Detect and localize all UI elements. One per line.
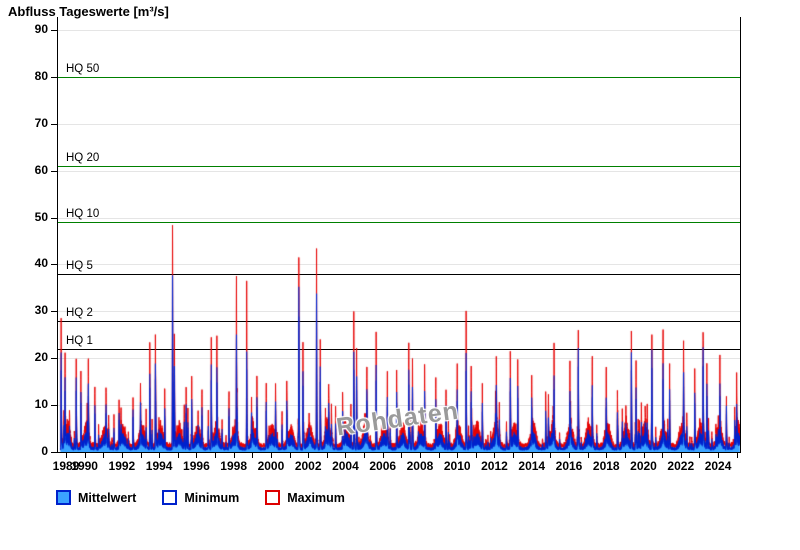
y-tick-label: 0 — [41, 444, 48, 458]
x-tick — [476, 453, 477, 458]
y-tick-label: 10 — [34, 397, 48, 412]
x-tick — [606, 453, 607, 458]
x-tick-label: 2004 — [332, 459, 359, 473]
x-tick — [234, 453, 235, 458]
x-tick — [420, 453, 421, 458]
y-tick — [51, 217, 57, 219]
mittelwert-swatch — [56, 490, 71, 505]
x-tick — [308, 453, 309, 458]
legend-label-mittelwert: Mittelwert — [78, 490, 137, 505]
x-tick-label: 2000 — [257, 459, 285, 473]
x-tick — [737, 453, 738, 458]
x-tick-label: 2014 — [518, 459, 546, 473]
x-tick — [103, 453, 104, 458]
x-tick-label: 2018 — [592, 459, 620, 473]
x-tick-label: 2012 — [481, 459, 508, 473]
legend-label-minimum: Minimum — [184, 490, 240, 505]
y-tick-label: 60 — [34, 162, 48, 177]
y-tick-label: 20 — [34, 350, 48, 365]
x-tick — [718, 453, 719, 458]
x-tick-label: 2008 — [406, 459, 434, 473]
x-tick — [215, 453, 216, 458]
x-tick — [588, 453, 589, 458]
x-tick — [532, 453, 533, 458]
y-tick-label: 50 — [34, 209, 48, 224]
x-tick — [159, 453, 160, 458]
x-tick — [85, 453, 86, 458]
x-tick — [699, 453, 700, 458]
x-tick — [252, 453, 253, 458]
y-tick — [51, 358, 57, 360]
chart-title: Abfluss Tageswerte [m³/s] — [8, 4, 169, 19]
hq-line-label: HQ 2 — [66, 306, 93, 319]
hq-line-label: HQ 20 — [66, 151, 100, 164]
y-tick-label: 30 — [34, 303, 48, 318]
x-tick — [681, 453, 682, 458]
x-tick-label: 2002 — [294, 459, 322, 473]
legend-item-maximum: Maximum — [265, 490, 345, 505]
y-tick — [51, 264, 57, 266]
x-tick — [141, 453, 142, 458]
y-tick — [51, 405, 57, 407]
x-tick-label: 1996 — [183, 459, 210, 473]
minimum-swatch — [162, 490, 178, 505]
hq-line-label: HQ 1 — [66, 334, 93, 347]
y-axis-line — [57, 17, 58, 452]
x-tick — [662, 453, 663, 458]
x-tick — [401, 453, 402, 458]
hq-line-label: HQ 10 — [66, 208, 100, 221]
y-tick — [51, 76, 57, 78]
chart-canvas — [58, 30, 740, 452]
x-tick — [494, 453, 495, 458]
x-tick — [383, 453, 384, 458]
y-tick-label: 70 — [34, 115, 48, 130]
legend-item-minimum: Minimum — [162, 490, 239, 505]
x-tick — [364, 453, 365, 458]
x-tick-label: 1990 — [71, 459, 98, 473]
y-tick-label: 90 — [34, 22, 48, 36]
hq-line-label: HQ 50 — [66, 62, 100, 75]
x-tick-label: 2024 — [704, 459, 732, 473]
x-tick — [66, 453, 67, 458]
legend: Mittelwert Minimum Maximum — [56, 490, 345, 505]
x-tick — [569, 453, 570, 458]
maximum-swatch — [265, 490, 281, 505]
x-tick — [625, 453, 626, 458]
x-tick — [178, 453, 179, 458]
x-tick-label: 2020 — [630, 459, 657, 473]
legend-label-maximum: Maximum — [287, 490, 345, 505]
y-tick — [51, 311, 57, 313]
y-tick — [51, 170, 57, 172]
right-border-line — [740, 17, 741, 452]
x-tick-label: 2022 — [667, 459, 695, 473]
x-tick — [644, 453, 645, 458]
y-tick — [51, 123, 57, 125]
x-tick-label: 1998 — [220, 459, 247, 473]
x-tick-label: 2006 — [369, 459, 397, 473]
x-tick — [550, 453, 551, 458]
x-tick-label: 1992 — [108, 459, 136, 473]
x-tick — [327, 453, 328, 458]
x-tick — [457, 453, 458, 458]
x-tick — [439, 453, 440, 458]
y-tick — [51, 30, 57, 31]
x-tick-label: 1989 — [52, 459, 80, 473]
y-tick-label: 80 — [34, 68, 48, 83]
y-tick — [51, 452, 57, 453]
y-tick-label: 40 — [34, 256, 48, 271]
x-tick-label: 2016 — [555, 459, 583, 473]
x-tick — [290, 453, 291, 458]
x-tick — [122, 453, 123, 458]
legend-item-mittelwert: Mittelwert — [56, 490, 136, 505]
x-tick — [196, 453, 197, 458]
hq-line-label: HQ 5 — [66, 259, 93, 272]
x-tick — [345, 453, 346, 458]
x-tick — [513, 453, 514, 458]
x-tick-label: 1994 — [145, 459, 173, 473]
x-tick-label: 2010 — [443, 459, 471, 473]
x-axis-line — [57, 452, 741, 453]
x-tick — [271, 453, 272, 458]
